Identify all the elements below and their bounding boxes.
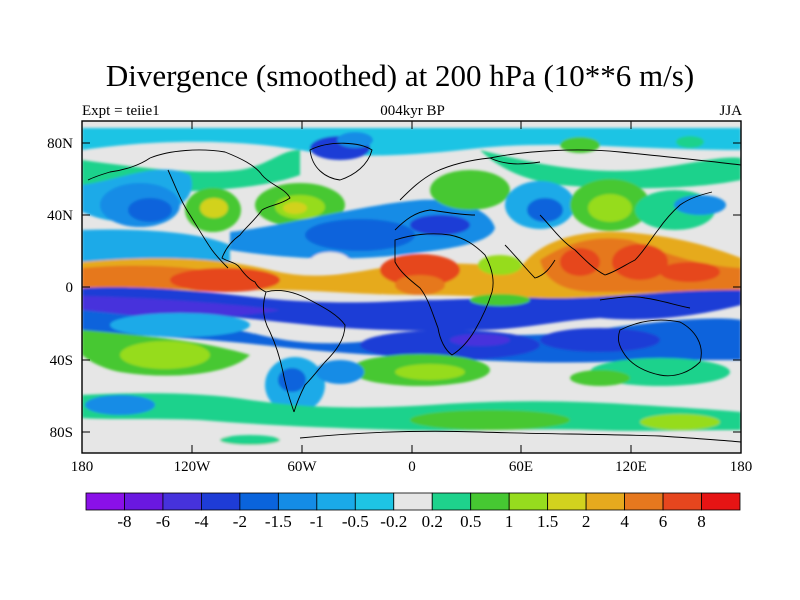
lon-label-120e: 120E — [615, 459, 647, 475]
colorbar-box — [162, 492, 202, 511]
lat-label-40n: 40N — [47, 208, 73, 224]
colorbar-label: -0.2 — [380, 512, 407, 531]
colorbar-box — [624, 492, 664, 511]
colorbar-box — [393, 492, 433, 511]
lon-label-120w: 120W — [174, 459, 212, 475]
colorbar-box — [354, 492, 395, 511]
colorbar-label: 0.5 — [460, 512, 481, 531]
colorbar-label: 2 — [582, 512, 591, 531]
colorbar-label: -6 — [156, 512, 170, 531]
colorbar: -8 -6 -4 -2 -1.5 -1 -0.5 -0.2 0.2 0.5 1 1.5 2 4 6 8 — [85, 492, 741, 531]
experiment-label: Expt = teiie1 — [82, 103, 160, 119]
lon-label-60e: 60E — [509, 459, 533, 475]
colorbar-label: 0.2 — [422, 512, 443, 531]
colorbar-box — [124, 492, 164, 511]
colorbar-label: 1 — [505, 512, 514, 531]
longitude-labels: 180 120W 60W 0 60E 120E 180 — [71, 459, 753, 475]
divergence-field — [82, 121, 741, 453]
colorbar-box — [508, 492, 549, 511]
colorbar-label: 6 — [659, 512, 668, 531]
colorbar-label: 1.5 — [537, 512, 558, 531]
colorbar-box — [85, 492, 125, 511]
lat-label-80n: 80N — [47, 136, 73, 152]
colorbar-box — [431, 492, 472, 511]
colorbar-box — [585, 492, 625, 511]
lon-label-0: 0 — [408, 459, 416, 475]
latitude-labels: 80N 40N 0 40S 80S — [47, 136, 73, 441]
colorbar-label: -4 — [194, 512, 209, 531]
lon-label-60w: 60W — [287, 459, 317, 475]
colorbar-label: 4 — [620, 512, 629, 531]
colorbar-label: -8 — [117, 512, 131, 531]
axis-ticks — [81, 121, 742, 453]
coastlines — [87, 142, 741, 443]
lon-label-180w: 180 — [71, 459, 94, 475]
colorbar-label: -1 — [310, 512, 324, 531]
period-label: 004kyr BP — [380, 103, 445, 119]
colorbar-box — [201, 492, 241, 511]
colorbar-box — [316, 492, 356, 511]
colorbar-label: 8 — [697, 512, 706, 531]
lat-label-80s: 80S — [50, 425, 73, 441]
lat-label-0: 0 — [66, 280, 74, 296]
colorbar-label: -0.5 — [342, 512, 369, 531]
colorbar-box — [239, 492, 279, 511]
colorbar-label: -1.5 — [265, 512, 292, 531]
colorbar-box — [277, 492, 318, 511]
map-title: Divergence (smoothed) at 200 hPa (10**6 … — [105, 58, 695, 93]
colorbar-box — [701, 492, 741, 511]
colorbar-box — [547, 492, 587, 511]
lon-label-180e: 180 — [730, 459, 753, 475]
lat-label-40s: 40S — [50, 353, 73, 369]
colorbar-box — [470, 492, 510, 511]
colorbar-box — [662, 492, 702, 511]
season-label: JJA — [719, 103, 742, 119]
colorbar-label: -2 — [233, 512, 247, 531]
